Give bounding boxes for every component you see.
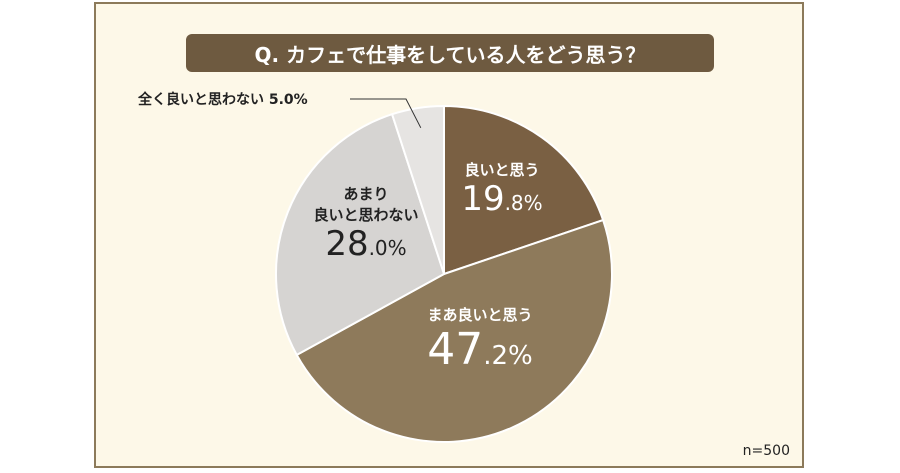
sample-size-label: n=500 [742, 443, 790, 459]
label-not-very-good-line1: あまり [343, 185, 389, 203]
label-somewhat-good-name: まあ良いと思う [427, 306, 533, 324]
label-not-very-good-line2: 良いと思わない [313, 206, 419, 224]
chart-title: Q. カフェで仕事をしている人をどう思う？ [186, 34, 714, 72]
label-somewhat-good: まあ良いと思う 47.2% [395, 305, 565, 374]
label-not-very-good-value: 28.0% [325, 224, 407, 264]
label-good-name: 良いと思う [464, 161, 540, 179]
pie-slice-not-very-good [275, 112, 446, 357]
label-good-value: 19.8% [461, 179, 543, 219]
label-not-very-good: あまり 良いと思わない 28.0% [298, 184, 434, 263]
label-somewhat-good-value: 47.2% [427, 324, 533, 375]
label-not-good-at-all: 全く良いと思わない 5.0% [138, 92, 308, 108]
pie-slice-somewhat-good [295, 218, 613, 443]
pie-slice-good [443, 104, 605, 276]
label-good: 良いと思う 19.8% [442, 160, 562, 218]
callout-leader-line [350, 98, 422, 129]
pie-slice-not-good-at-all [390, 104, 445, 275]
